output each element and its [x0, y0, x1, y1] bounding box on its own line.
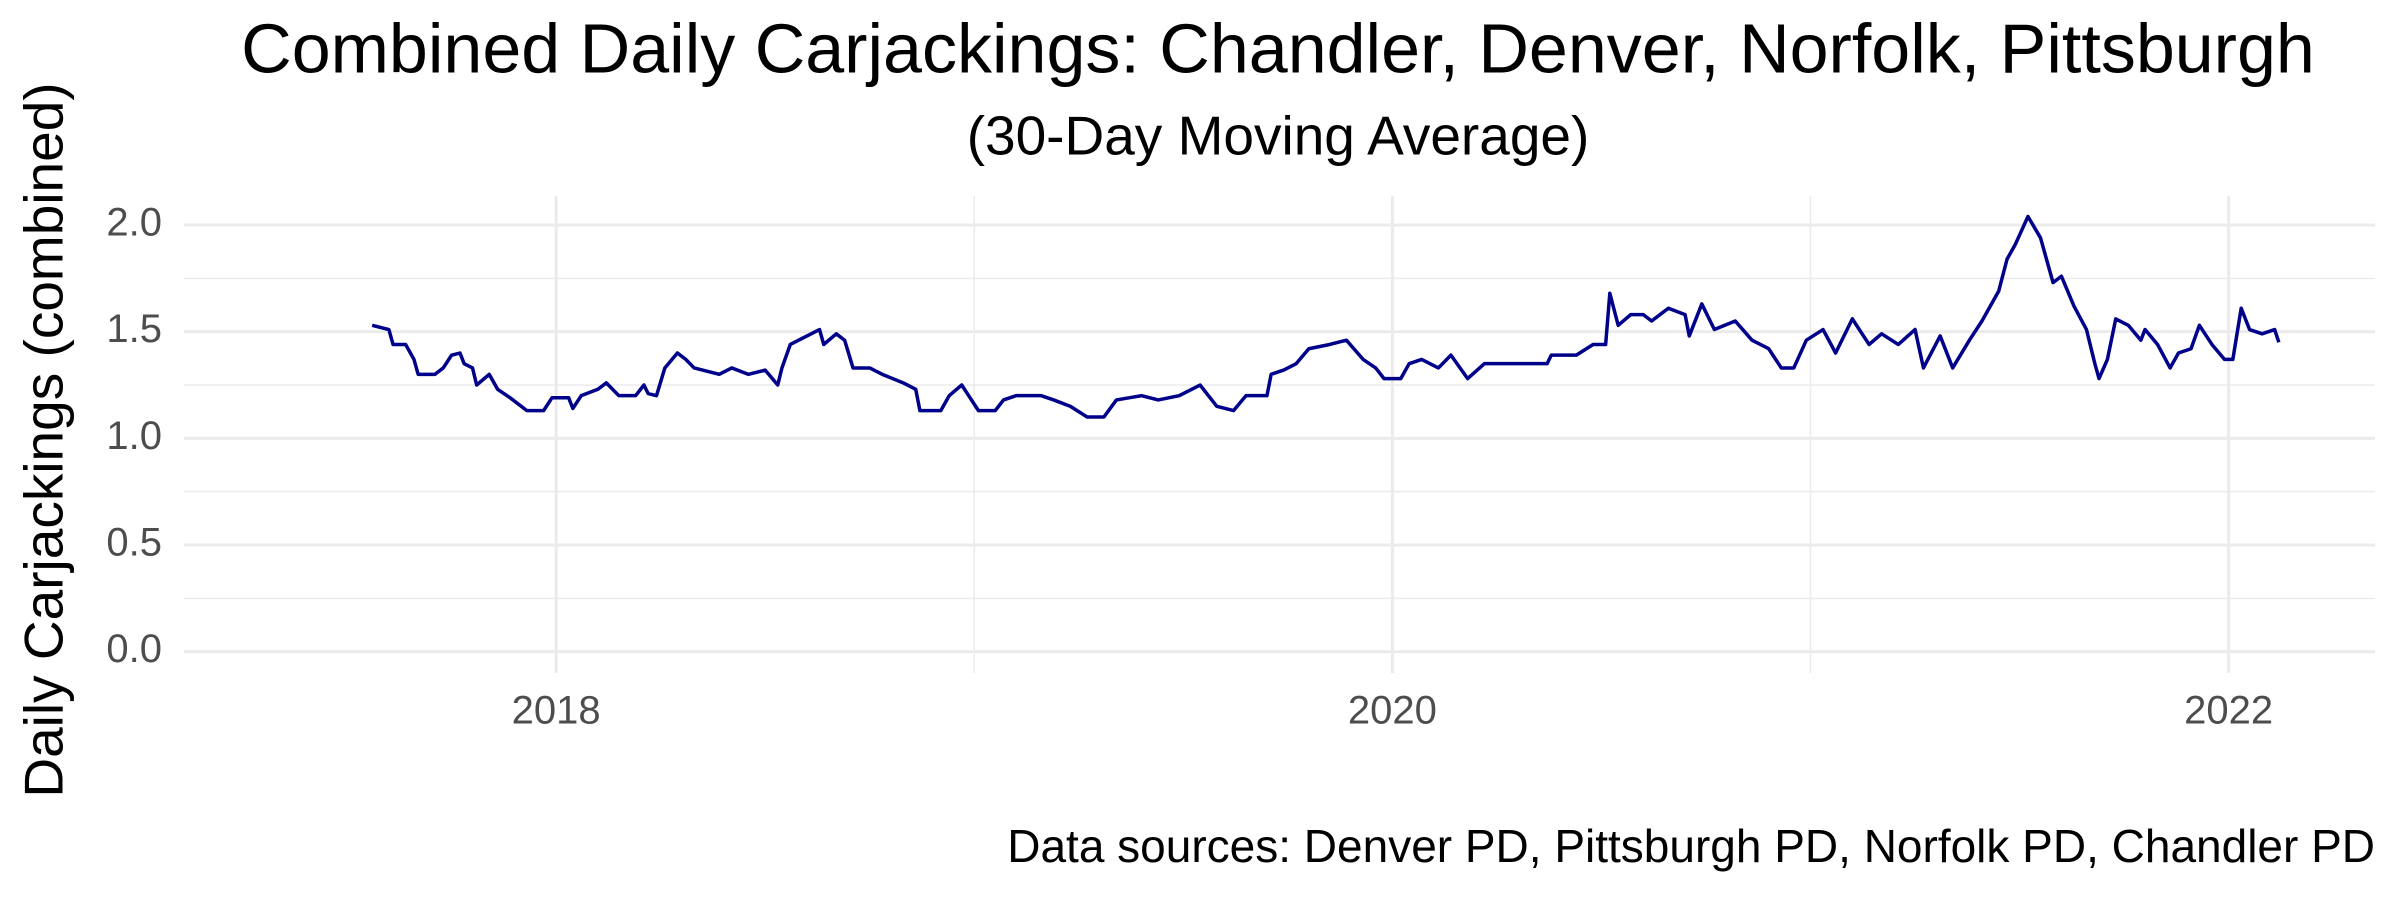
grid [184, 196, 2375, 673]
x-tick-label: 2020 [1348, 689, 1437, 733]
y-tick-label: 0.5 [106, 521, 162, 565]
y-tick-label: 1.0 [106, 414, 162, 458]
caption: Data sources: Denver PD, Pittsburgh PD, … [1007, 820, 2375, 872]
y-axis-label: Daily Carjackings (combined) [13, 82, 75, 797]
y-tick-label: 0.0 [106, 627, 162, 671]
y-tick-label: 2.0 [106, 201, 162, 245]
data-line [371, 214, 2281, 419]
x-tick-label: 2022 [2184, 689, 2273, 733]
chart-title: Combined Daily Carjackings: Chandler, De… [241, 9, 2315, 87]
chart-subtitle: (30-Day Moving Average) [967, 105, 1590, 167]
y-tick-label: 1.5 [106, 307, 162, 351]
x-tick-label: 2018 [512, 689, 601, 733]
